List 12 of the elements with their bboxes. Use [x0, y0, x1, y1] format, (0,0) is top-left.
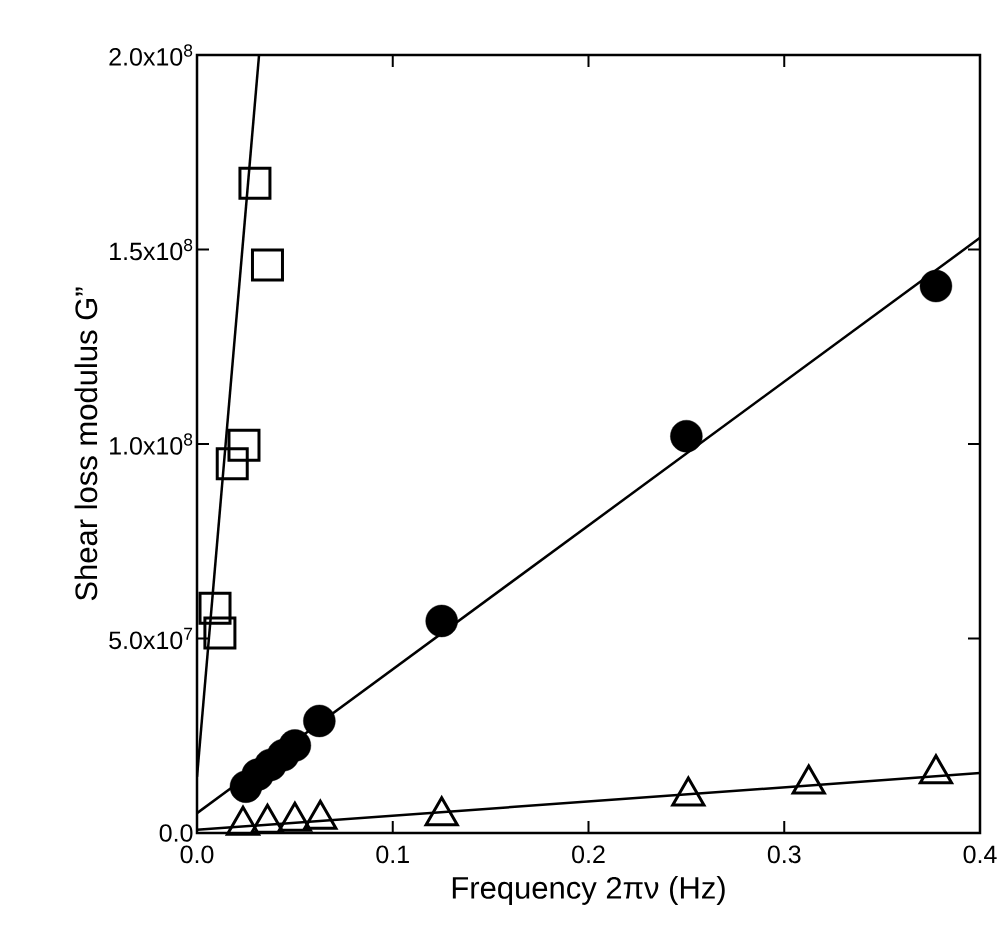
y-tick-label: 2.0x10$^{8}$	[109, 44, 193, 66]
y-tick-label: 1.0x10$^{8}$	[110, 433, 193, 455]
y-axis-title: Shear loss modulus G”	[74, 287, 98, 601]
y-tick-label: 0.0	[159, 824, 193, 842]
x-tick-label: 0.0	[180, 845, 214, 864]
x-axis-title: Frequency 2πν (Hz)	[452, 876, 725, 905]
x-tick-label: 0.3	[767, 845, 801, 864]
x-tick-label: 0.1	[376, 845, 409, 864]
x-tick-label: 0.2	[572, 845, 605, 864]
y-tick-label: 5.0x10$^{7}$	[109, 627, 193, 650]
x-tick-label: 0.4	[963, 845, 997, 864]
y-tick-label: 1.5x10$^{8}$	[110, 238, 193, 261]
